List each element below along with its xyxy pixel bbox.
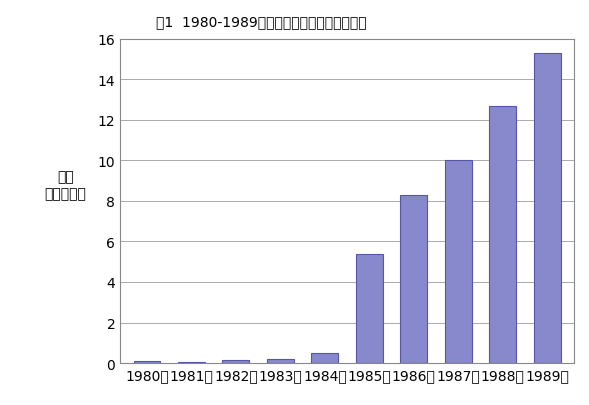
Bar bbox=[445, 161, 472, 363]
Bar bbox=[178, 362, 205, 363]
Bar bbox=[134, 361, 160, 363]
Bar bbox=[489, 107, 516, 363]
Text: 图1  1980-1989年黑龙江省进出口总值走势图: 图1 1980-1989年黑龙江省进出口总值走势图 bbox=[157, 15, 367, 29]
Bar bbox=[312, 353, 338, 363]
Bar bbox=[267, 359, 294, 363]
Y-axis label: 总值
（亿美元）: 总值 （亿美元） bbox=[45, 170, 87, 200]
Bar bbox=[534, 54, 561, 363]
Bar bbox=[401, 195, 427, 363]
Bar bbox=[356, 254, 383, 363]
Bar bbox=[223, 360, 249, 363]
